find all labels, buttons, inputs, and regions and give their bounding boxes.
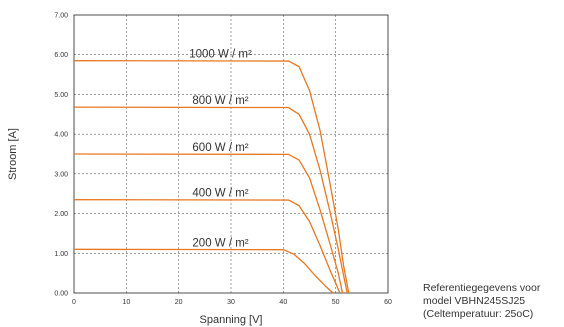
- y-tick-label: 3.00: [54, 171, 68, 178]
- y-tick-label: 6.00: [54, 52, 68, 59]
- x-tick-label: 40: [279, 299, 287, 306]
- series-label-5: 200 W / m²: [192, 237, 248, 249]
- reference-note-line-1: Referentiegegevens voor: [423, 282, 541, 294]
- x-tick-label: 10: [122, 299, 130, 306]
- series-line-1: [73, 60, 350, 294]
- series-label-4: 400 W / m²: [192, 188, 248, 200]
- series-labels: 1000 W / m² 800 W / m² 600 W / m² 400 W / m…: [189, 49, 252, 250]
- series-line-3: [73, 153, 344, 294]
- series-label-3: 600 W / m²: [192, 142, 248, 154]
- grid: [74, 15, 388, 293]
- reference-note-line-3: (Celtemperatuur: 25oC): [423, 308, 534, 320]
- y-tick-label: 4.00: [54, 132, 68, 139]
- y-tick-label: 0.00: [54, 291, 68, 298]
- series-group: [73, 60, 350, 294]
- y-axis-title: Stroom [A]: [7, 128, 19, 180]
- y-tick-label: 2.00: [54, 211, 68, 218]
- y-tick-labels: 0.00 1.00 2.00 3.00 4.00 5.00 6.00 7.00: [54, 13, 68, 298]
- x-tick-label: 60: [384, 299, 392, 306]
- reference-note: Referentiegegevens voor model VBHN245SJ2…: [423, 282, 540, 321]
- y-tick-label: 1.00: [54, 251, 68, 258]
- series-line-4: [73, 199, 341, 294]
- x-tick-label: 30: [227, 299, 235, 306]
- series-line-2: [73, 106, 348, 294]
- series-line-5: [73, 248, 334, 294]
- x-tick-label: 0: [72, 299, 76, 306]
- series-label-1: 1000 W / m²: [189, 49, 252, 61]
- series-label-2: 800 W / m²: [192, 95, 248, 107]
- x-tick-labels: 0 10 20 30 40 50 60: [72, 299, 392, 306]
- x-tick-label: 50: [332, 299, 340, 306]
- x-tick-label: 20: [175, 299, 183, 306]
- y-tick-label: 5.00: [54, 92, 68, 99]
- reference-note-line-2: model VBHN245SJ25: [423, 295, 526, 307]
- x-axis-title: Spanning [V]: [200, 314, 263, 326]
- y-tick-label: 7.00: [54, 13, 68, 20]
